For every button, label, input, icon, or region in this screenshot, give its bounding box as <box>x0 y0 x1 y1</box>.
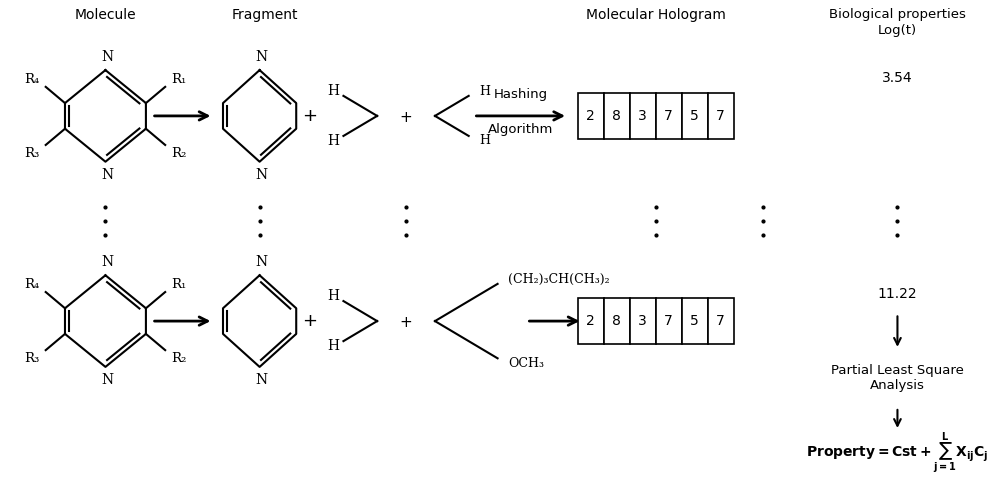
Bar <box>655 298 681 344</box>
Text: 8: 8 <box>612 314 621 328</box>
Text: N: N <box>101 373 113 387</box>
Text: 7: 7 <box>664 109 672 123</box>
Text: R₁: R₁ <box>171 278 187 291</box>
Text: +: + <box>399 315 412 330</box>
Bar <box>681 298 707 344</box>
Text: Log(t): Log(t) <box>877 23 916 36</box>
Text: 7: 7 <box>664 314 672 328</box>
Text: R₄: R₄ <box>24 73 40 86</box>
Text: N: N <box>255 50 268 64</box>
Text: 3: 3 <box>638 109 646 123</box>
Bar <box>707 298 733 344</box>
Text: R₂: R₂ <box>171 352 187 365</box>
Bar <box>577 93 603 139</box>
Text: H: H <box>478 85 489 98</box>
Text: R₃: R₃ <box>24 352 40 365</box>
Text: N: N <box>255 168 268 182</box>
Text: 2: 2 <box>586 314 595 328</box>
Text: R₄: R₄ <box>24 278 40 291</box>
Text: H: H <box>327 289 338 303</box>
Text: +: + <box>302 312 317 330</box>
Text: (CH₂)₃CH(CH₃)₂: (CH₂)₃CH(CH₃)₂ <box>508 272 609 285</box>
Text: +: + <box>302 107 317 125</box>
Text: R₃: R₃ <box>24 147 40 160</box>
Text: R₂: R₂ <box>171 147 187 160</box>
Text: 11.22: 11.22 <box>877 287 917 301</box>
Text: H: H <box>327 339 338 353</box>
Text: Molecular Hologram: Molecular Hologram <box>585 8 725 22</box>
Text: Fragment: Fragment <box>231 8 297 22</box>
Text: N: N <box>101 168 113 182</box>
Bar <box>681 93 707 139</box>
Bar <box>603 298 629 344</box>
Text: OCH₃: OCH₃ <box>508 357 544 369</box>
Text: 5: 5 <box>690 314 698 328</box>
Bar <box>655 93 681 139</box>
Text: 2: 2 <box>586 109 595 123</box>
Text: N: N <box>101 50 113 64</box>
Text: 8: 8 <box>612 109 621 123</box>
Text: N: N <box>255 373 268 387</box>
Text: N: N <box>101 255 113 269</box>
Text: 7: 7 <box>715 314 724 328</box>
Text: N: N <box>255 255 268 269</box>
Text: Algorithm: Algorithm <box>487 123 553 136</box>
Text: Hashing: Hashing <box>493 88 548 101</box>
Text: Biological properties: Biological properties <box>828 8 965 21</box>
Text: Partial Least Square
Analysis: Partial Least Square Analysis <box>830 364 963 392</box>
Text: R₁: R₁ <box>171 73 187 86</box>
Text: +: + <box>399 110 412 125</box>
Text: 3.54: 3.54 <box>882 71 912 85</box>
Text: H: H <box>327 134 338 148</box>
Text: H: H <box>327 84 338 98</box>
Text: $\mathbf{Property = Cst + \sum_{j=1}^{L} X_{ij}C_j}$: $\mathbf{Property = Cst + \sum_{j=1}^{L}… <box>805 430 988 476</box>
Bar <box>629 298 655 344</box>
Text: H: H <box>478 134 489 147</box>
Bar <box>707 93 733 139</box>
Text: Molecule: Molecule <box>74 8 136 22</box>
Text: 3: 3 <box>638 314 646 328</box>
Text: 5: 5 <box>690 109 698 123</box>
Bar <box>629 93 655 139</box>
Bar <box>603 93 629 139</box>
Text: 7: 7 <box>715 109 724 123</box>
Bar <box>577 298 603 344</box>
